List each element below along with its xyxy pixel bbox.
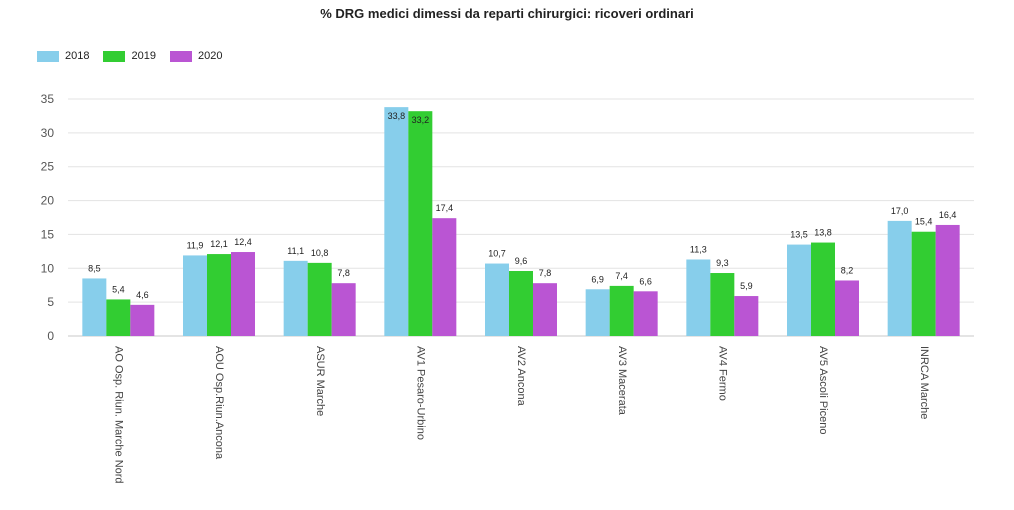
data-label: 13,8	[814, 228, 832, 238]
y-tick-label: 25	[41, 160, 55, 174]
bar-2019[interactable]	[710, 273, 735, 336]
y-tick-label: 10	[41, 261, 55, 275]
data-label: 7,8	[337, 268, 350, 278]
data-label: 5,9	[740, 281, 753, 291]
bar-2020[interactable]	[935, 224, 960, 336]
data-label: 12,1	[210, 239, 228, 249]
bar-2019[interactable]	[911, 231, 936, 336]
bar-2020[interactable]	[533, 283, 557, 336]
legend-swatch-2019	[103, 50, 126, 62]
bar-2020[interactable]	[734, 296, 759, 336]
bar-2019[interactable]	[408, 111, 433, 336]
bar-2020[interactable]	[633, 291, 658, 336]
x-category-label: AV5 Ascoli Piceno	[817, 346, 829, 434]
bar-2018[interactable]	[686, 259, 711, 336]
data-label: 12,4	[234, 237, 252, 247]
bar-2019[interactable]	[509, 270, 533, 336]
data-label: 5,4	[112, 284, 125, 294]
data-label: 6,9	[591, 274, 604, 284]
bar-2020[interactable]	[432, 218, 457, 336]
data-label: 4,6	[136, 290, 149, 300]
bar-2018[interactable]	[887, 220, 912, 336]
x-category-label: AV2 Ancona	[515, 346, 527, 407]
data-label: 17,4	[436, 203, 454, 213]
legend-item-2019[interactable]: 2019	[103, 50, 156, 62]
bar-2019[interactable]	[609, 285, 634, 336]
y-tick-label: 30	[41, 126, 55, 140]
legend-swatch-2020	[169, 50, 192, 62]
bar-2019[interactable]	[307, 262, 332, 336]
x-category-label: AV1 Pesaro-Urbino	[414, 346, 426, 440]
y-tick-label: 5	[47, 295, 54, 309]
y-tick-label: 35	[41, 92, 55, 106]
bar-2018[interactable]	[82, 278, 107, 336]
data-label: 16,4	[939, 210, 957, 220]
legend-label-2019: 2019	[131, 50, 156, 62]
data-label: 15,4	[915, 217, 933, 227]
bar-2019[interactable]	[811, 242, 835, 336]
data-label: 8,2	[841, 265, 854, 275]
bar-2020[interactable]	[835, 280, 859, 336]
legend-item-2020[interactable]: 2020	[169, 50, 223, 62]
data-label: 11,1	[287, 246, 304, 256]
bar-2018[interactable]	[283, 260, 308, 336]
data-label: 9,6	[515, 256, 528, 266]
x-category-label: AV3 Macerata	[616, 346, 628, 416]
bar-2018[interactable]	[384, 107, 409, 336]
legend-item-2018[interactable]: 2018	[37, 50, 89, 62]
y-tick-label: 20	[41, 194, 55, 208]
legend-label-2018: 2018	[65, 50, 90, 62]
bar-2020[interactable]	[331, 283, 356, 336]
bar-2018[interactable]	[585, 289, 610, 336]
data-label: 11,3	[690, 244, 707, 254]
x-category-label: AV4 Fermo	[716, 346, 728, 401]
data-label: 33,8	[388, 111, 406, 121]
bar-2018[interactable]	[183, 255, 207, 336]
data-label: 10,7	[488, 249, 506, 259]
legend-label-2020: 2020	[197, 50, 223, 62]
data-label: 10,8	[311, 248, 329, 258]
data-label: 9,3	[716, 258, 729, 268]
y-tick-label: 0	[47, 329, 54, 343]
x-category-label: INRCA Marche	[918, 346, 930, 419]
x-category-label: AOU Osp.Riun.Ancona	[213, 346, 225, 460]
data-label: 13,5	[790, 230, 808, 240]
data-label: 33,2	[412, 115, 430, 125]
bar-2020[interactable]	[130, 304, 155, 336]
data-label: 6,6	[639, 276, 652, 286]
data-label: 8,5	[88, 263, 101, 273]
x-category-label: ASUR Marche	[314, 346, 326, 416]
legend-swatch-2018	[37, 50, 59, 62]
legend: 2018 2019 2020	[37, 50, 222, 62]
data-label: 7,8	[539, 268, 552, 278]
bar-2019[interactable]	[106, 299, 131, 336]
bar-2019[interactable]	[207, 254, 231, 336]
data-label: 11,9	[187, 240, 204, 250]
data-label: 17,0	[891, 206, 909, 216]
bar-2018[interactable]	[485, 263, 509, 336]
bar-2018[interactable]	[787, 244, 811, 336]
bar-2020[interactable]	[231, 252, 255, 336]
x-category-label: AO Osp. Riun. Marche Nord	[112, 346, 124, 484]
chart-title: % DRG medici dimessi da reparti chirurgi…	[320, 6, 694, 21]
y-tick-label: 15	[41, 227, 55, 241]
data-label: 7,4	[615, 271, 628, 281]
